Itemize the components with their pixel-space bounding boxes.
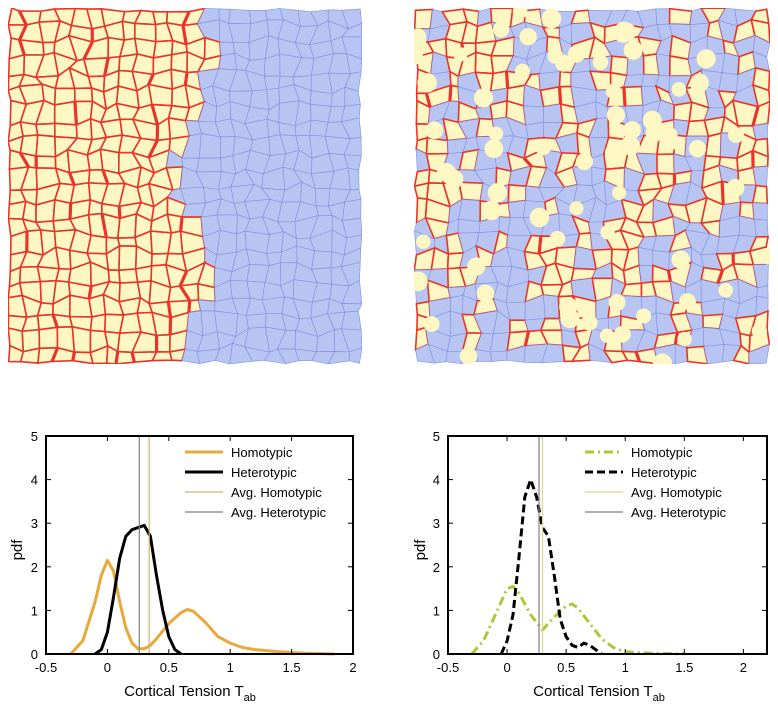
x-tick-label: 1	[622, 660, 629, 675]
x-tick-label: -0.5	[437, 660, 459, 675]
y-tick-label: 1	[31, 603, 38, 618]
plot-frame	[45, 435, 354, 655]
series-homotypic-line	[470, 584, 685, 656]
y-tick-label: 3	[31, 516, 38, 531]
y-axis-label: pdf	[9, 539, 26, 561]
y-tick-label: 0	[433, 647, 440, 662]
y-tick-label: 2	[31, 560, 38, 575]
x-tick-label: 0.5	[160, 660, 178, 675]
x-tick-label: 1	[227, 660, 234, 675]
sorted-tissue-image	[8, 8, 362, 364]
x-tick-label: 0	[104, 660, 111, 675]
x-tick-label: 2	[740, 660, 747, 675]
y-tick-label: 5	[433, 429, 440, 444]
x-tick-label: 0	[503, 660, 510, 675]
legend-label: Homotypic	[231, 445, 293, 460]
legend-label: Avg. Heterotypic	[631, 505, 727, 520]
y-tick-label: 3	[433, 516, 440, 531]
legend-label: Avg. Homotypic	[231, 485, 322, 500]
legend-label: Homotypic	[631, 445, 693, 460]
x-axis-label: Cortical Tension Tab	[124, 683, 256, 704]
legend-label: Avg. Homotypic	[631, 485, 722, 500]
y-tick-label: 0	[31, 647, 38, 662]
x-tick-label: 1.5	[283, 660, 301, 675]
x-tick-label: -0.5	[35, 660, 57, 675]
legend-label: Heterotypic	[631, 465, 697, 480]
x-tick-label: 0.5	[557, 660, 575, 675]
y-tick-label: 1	[433, 603, 440, 618]
x-tick-label: 1.5	[675, 660, 693, 675]
series-heterotypic-line	[499, 478, 603, 656]
x-tick-label: 2	[349, 660, 356, 675]
legend-label: Heterotypic	[231, 465, 297, 480]
legend-label: Avg. Heterotypic	[231, 505, 327, 520]
y-tick-label: 4	[433, 473, 440, 488]
x-axis-label: Cortical Tension Tab	[533, 683, 665, 704]
plot-frame	[447, 435, 768, 655]
y-tick-label: 4	[31, 473, 38, 488]
mixed-tissue-image	[414, 8, 770, 364]
series-homotypic-line	[69, 558, 335, 656]
y-tick-label: 2	[433, 560, 440, 575]
y-tick-label: 5	[31, 429, 38, 444]
series-heterotypic-line	[94, 523, 182, 656]
y-axis-label: pdf	[412, 539, 429, 561]
